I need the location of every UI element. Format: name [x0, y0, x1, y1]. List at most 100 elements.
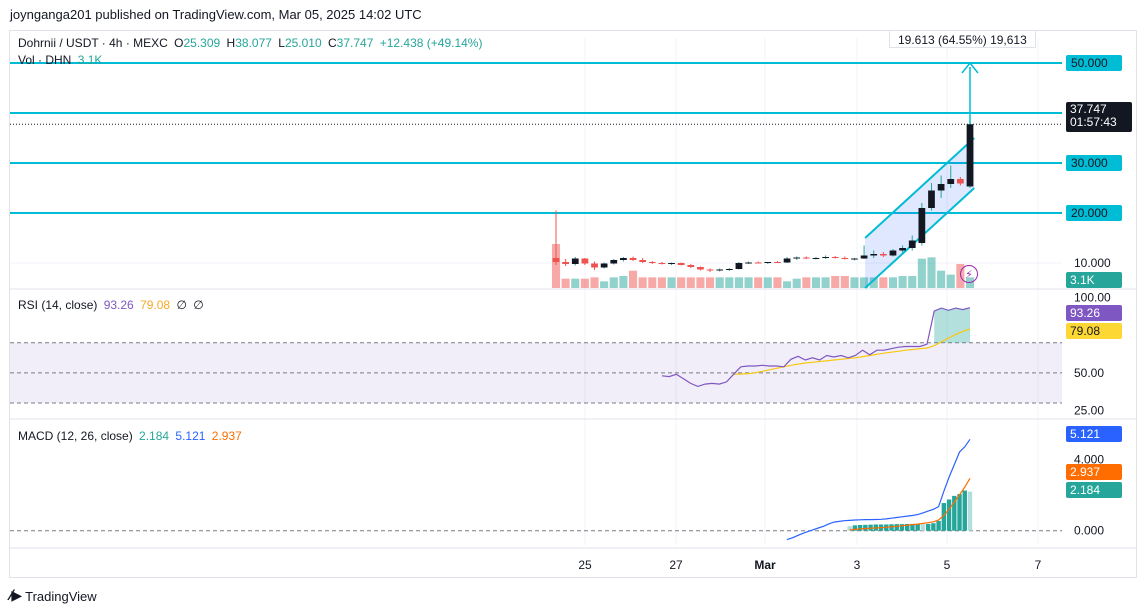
volume-bar: [869, 277, 878, 288]
volume-bar: [927, 257, 936, 288]
candle-body: [802, 257, 810, 259]
candle-body: [860, 255, 868, 259]
candle-body: [725, 269, 733, 270]
time-axis-label: 5: [944, 558, 951, 572]
macd-hist-bar: [847, 526, 852, 531]
symbol-title[interactable]: Dohrnii / USDT · 4h · MEXC: [18, 36, 168, 50]
candle-body: [600, 263, 608, 268]
candle-body: [629, 258, 637, 260]
candle-body: [812, 258, 820, 259]
candle-body: [879, 254, 887, 256]
current-price: 37.747: [1070, 102, 1107, 116]
rsi-label: RSI (14, close): [18, 298, 98, 312]
volume-bar: [754, 277, 763, 288]
macd-hist-bar: [936, 520, 941, 531]
rsi-extra-2: ∅: [193, 298, 204, 312]
candle-body: [754, 262, 762, 264]
volume-bar: [600, 281, 609, 288]
candle-body: [841, 258, 849, 259]
volume-bar: [677, 277, 686, 288]
candle-body: [716, 269, 724, 271]
current-price-tag: 37.747 01:57:43: [1066, 102, 1132, 132]
grid: [10, 38, 1062, 545]
rsi-axis-label: 100.00: [1074, 291, 1111, 305]
candle-body: [899, 248, 906, 251]
pane-separators: [10, 288, 1136, 549]
macd-hist-bar: [941, 503, 947, 531]
candle-body: [648, 262, 656, 263]
candle-body: [937, 184, 945, 191]
price-axis-label: 10.000: [1074, 256, 1111, 270]
candle-body: [957, 179, 964, 184]
macd-axis-label: 4.000: [1074, 452, 1104, 466]
volume-bar: [937, 270, 946, 288]
candle-body: [552, 258, 560, 262]
open-value: 25.309: [183, 36, 221, 50]
volume-label: Vol · DHN: [18, 53, 72, 67]
publisher-line: joynganga201 published on TradingView.co…: [10, 7, 422, 22]
candle-body: [918, 208, 926, 243]
level-tag: [1066, 205, 1122, 221]
tradingview-brand: TradingView: [25, 588, 97, 604]
time-axis-label: 25: [578, 558, 592, 572]
candle-body: [966, 124, 974, 187]
open-label: O: [174, 36, 184, 50]
candle-body: [908, 240, 916, 248]
macd-line: [786, 438, 971, 541]
rsi-line: [661, 307, 971, 388]
volume-bar: [715, 277, 724, 288]
macd-hist-bar: [967, 491, 973, 531]
level-tag: [1066, 155, 1122, 171]
macd-signal-line: [849, 477, 971, 531]
candle-body: [870, 254, 878, 256]
measure-label[interactable]: 19.613 (64.55%) 19,613: [889, 30, 1036, 48]
macd-hist-bar: [946, 499, 952, 531]
rsi-legend[interactable]: RSI (14, close) 93.26 79.08 ∅ ∅: [18, 298, 207, 312]
level-tag-text: 50.000: [1071, 56, 1108, 70]
rsi-ma-value: 79.08: [140, 298, 171, 312]
volume-legend[interactable]: Vol · DHN 3.1K: [18, 53, 105, 67]
macd-hist-bar: [899, 524, 905, 531]
high-label: H: [226, 36, 236, 50]
macd-label: MACD (12, 26, close): [18, 429, 133, 443]
channel-upper: [864, 137, 975, 239]
close-value: 37.747: [336, 36, 374, 50]
rsi-tag: 93.26: [1066, 305, 1122, 321]
candle-body: [783, 258, 791, 263]
candle-body: [706, 269, 714, 271]
candle-body: [764, 262, 772, 263]
volume-bar: [609, 277, 618, 288]
volume-bar: [792, 278, 801, 288]
rsi-value: 93.26: [103, 298, 134, 312]
candle-body: [735, 263, 743, 269]
rsi-ma-tag: 79.08: [1066, 323, 1122, 339]
macd-hist-bar: [925, 523, 931, 531]
candle-body: [571, 258, 579, 264]
chart-frame[interactable]: [9, 30, 1137, 578]
macd-legend[interactable]: MACD (12, 26, close) 2.184 5.121 2.937: [18, 429, 245, 443]
candle-body: [822, 257, 829, 258]
main-legend[interactable]: Dohrnii / USDT · 4h · MEXC O25.309 H38.0…: [18, 36, 485, 50]
rsi-axis-label: 25.00: [1074, 403, 1104, 417]
candle-body: [677, 263, 685, 265]
volume-bar: [763, 277, 772, 288]
candle-body: [687, 265, 695, 267]
macd-hist-bar: [957, 494, 962, 531]
level-tag-text: 20.000: [1071, 206, 1108, 220]
candle-body: [639, 260, 647, 262]
macd-hist-bar: [962, 490, 967, 531]
candle-body: [793, 257, 801, 259]
bar-countdown: 01:57:43: [1070, 115, 1117, 129]
axes: 25.0050.0075.00100.000.0004.00010.000252…: [578, 256, 1111, 572]
tradingview-logo[interactable]: ⁄▶ TradingView: [10, 588, 97, 604]
candle-body: [620, 258, 627, 260]
low-label: L: [278, 36, 285, 50]
macd-hist-bar: [894, 524, 899, 531]
candle-body: [745, 262, 752, 264]
rsi-overbought-fill: [934, 307, 970, 343]
volume-bar: [648, 277, 657, 288]
candle-body: [889, 250, 897, 256]
lightning-icon[interactable]: ⚡: [960, 265, 978, 283]
rsi-axis-label: 50.00: [1074, 366, 1104, 380]
